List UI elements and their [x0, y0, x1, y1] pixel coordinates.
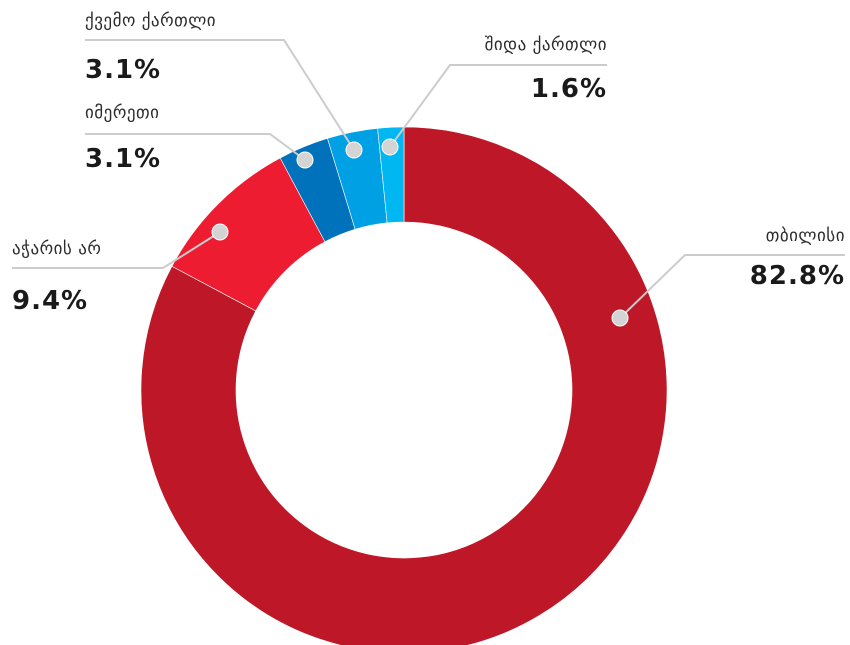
leader-line-5: [389, 64, 607, 148]
callout-dot-2: [211, 223, 229, 241]
leaders-layer: [12, 39, 845, 327]
slice-value-2: 9.4%: [12, 286, 88, 316]
callout-dot-4: [345, 141, 363, 159]
slice-value-1: 82.8%: [750, 261, 845, 291]
leader-line-1: [619, 254, 845, 319]
slice-value-3: 3.1%: [85, 144, 161, 174]
slice-label-1: თბილისი: [766, 226, 845, 246]
slice-label-5: შიდა ქართლი: [485, 35, 607, 55]
slice-value-4: 3.1%: [85, 55, 161, 85]
callout-dot-5: [381, 138, 399, 156]
callout-dot-3: [296, 151, 314, 169]
slice-label-3: იმერეთი: [85, 103, 159, 123]
slice-value-5: 1.6%: [531, 74, 607, 104]
slice-label-2: აჭარის არ: [12, 239, 101, 259]
labels-layer: თბილისი 82.8% აჭარის არ 9.4% იმერეთი 3.1% ქვემ…: [12, 11, 845, 316]
leader-line-4: [85, 39, 355, 151]
slice-label-4: ქვემო ქართლი: [85, 11, 216, 31]
slices-layer: [140, 126, 668, 645]
leader-line-3: [85, 133, 306, 161]
leader-line-2: [12, 231, 221, 269]
slice-1[interactable]: [140, 126, 668, 645]
callout-dot-1: [611, 309, 629, 327]
